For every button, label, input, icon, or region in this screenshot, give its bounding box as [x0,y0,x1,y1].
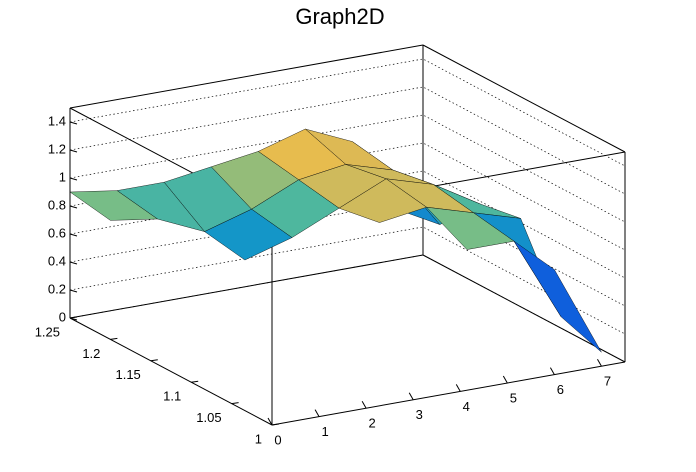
x-tick [502,375,508,384]
x-tick [455,384,461,392]
x-tick-label: 6 [557,382,564,397]
y-tick-label: 1.25 [35,324,60,339]
x-tick [597,358,602,367]
y-tick [271,423,280,426]
surface-cell [69,190,159,221]
z-tick-label: 1.2 [48,141,66,156]
z-tick-label: 0.2 [48,281,66,296]
y-tick [191,380,199,383]
x-tick [267,417,273,426]
surface-cell [204,208,293,261]
surface-cell [426,206,515,250]
surface-cell [513,241,602,353]
z-tick-label: 0.6 [48,225,66,240]
z-tick-label: 0 [59,309,66,324]
surface-cell [338,178,427,223]
x-tick-label: 1 [321,424,328,439]
z-tick [69,289,78,293]
x-tick [408,392,414,401]
y-tick-label: 1.1 [163,389,181,404]
z-tick [69,233,78,237]
z-tick-label: 1 [59,169,66,184]
y-tick-label: 1.05 [196,410,221,425]
x-tick-label: 7 [604,374,611,389]
box-edge [422,44,626,153]
z-tick [69,177,78,181]
y-tick [110,337,118,340]
y-tick [231,402,239,405]
z-tick [69,149,78,153]
x-tick [361,400,367,409]
x-tick [549,367,555,375]
x-tick-label: 0 [274,432,281,447]
x-tick-label: 3 [416,407,423,422]
box-edge [69,44,424,109]
z-tick [69,205,78,209]
z-tick-label: 0.8 [48,197,66,212]
y-tick-label: 1.15 [115,367,140,382]
box-edge [271,361,626,426]
x-tick-label: 5 [510,390,517,405]
x-tick-label: 4 [463,399,470,414]
y-tick-label: 1 [255,431,262,446]
box-edge [422,254,626,363]
z-tick [69,121,78,125]
x-tick [314,409,320,417]
z-tick-label: 1.4 [48,113,66,128]
box-edge [69,254,424,319]
y-tick-label: 1.2 [82,346,100,361]
box-edge [69,317,273,426]
z-tick [69,261,78,265]
y-tick [69,316,78,319]
z-tick-label: 0.4 [48,253,66,268]
chart-title: Graph2D [295,4,384,29]
x-tick-label: 2 [369,416,376,431]
y-tick [150,359,158,362]
